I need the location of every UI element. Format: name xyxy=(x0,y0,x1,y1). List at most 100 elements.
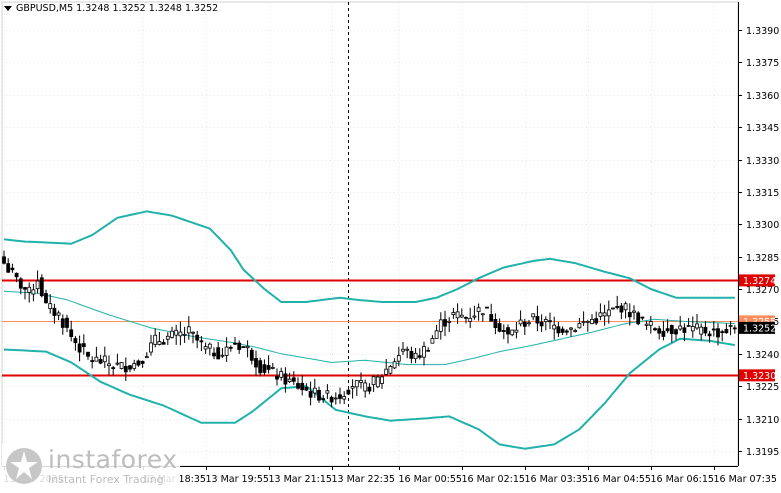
candle-bear xyxy=(548,320,552,323)
candle-bear xyxy=(266,365,271,370)
symbol-header: GBPUSD,M5 1.3248 1.3252 1.3248 1.3252 xyxy=(4,3,218,14)
candle-bull xyxy=(174,329,179,336)
candle-bear xyxy=(275,375,279,380)
candle-bear xyxy=(136,360,141,366)
candle-bull xyxy=(590,318,594,324)
candle-bull xyxy=(430,338,435,344)
candle-bear xyxy=(321,398,326,401)
candle-bear xyxy=(111,367,116,369)
logo-slogan: Instant Forex Trading xyxy=(48,473,164,486)
x-tick-label: 16 Mar 07:35 xyxy=(714,474,777,485)
candle-bear xyxy=(6,263,11,273)
candle-bear xyxy=(338,394,342,399)
candle-bull xyxy=(207,343,212,349)
instaforex-logo-icon xyxy=(6,448,42,484)
candle-bear xyxy=(535,316,540,324)
candle-bull xyxy=(312,387,317,394)
y-tick-label: 1.3195 xyxy=(746,447,779,458)
candle-bear xyxy=(501,330,506,332)
candle-bull xyxy=(220,354,225,357)
candle-bear xyxy=(716,328,720,338)
candle-bull xyxy=(380,376,384,384)
candle-bear xyxy=(283,373,288,385)
candle-bull xyxy=(363,382,368,392)
candle-bear xyxy=(409,350,414,359)
candle-bull xyxy=(606,309,611,317)
candle-bull xyxy=(102,355,107,363)
candle-bull xyxy=(224,346,229,356)
candle-bear xyxy=(77,343,82,353)
y-tick-label: 1.3210 xyxy=(746,415,779,426)
candle-bull xyxy=(434,330,439,339)
candle-bull xyxy=(598,312,603,317)
candle-bull xyxy=(149,342,153,353)
candle-bear xyxy=(329,396,334,403)
candle-bear xyxy=(493,319,498,328)
candle-bull xyxy=(678,325,683,330)
instaforex-logo: instaforex Instant Forex Trading xyxy=(2,444,180,488)
candle-bull xyxy=(350,386,355,389)
y-tick-label: 1.3375 xyxy=(746,58,779,69)
candle-bear xyxy=(346,389,351,395)
candle-bull xyxy=(632,310,636,313)
collapse-triangle-icon[interactable] xyxy=(4,6,12,11)
candle-bull xyxy=(695,323,699,329)
candle-bull xyxy=(388,366,393,374)
candle-bull xyxy=(569,327,573,330)
candle-bull xyxy=(107,363,111,367)
candle-bull xyxy=(644,323,649,326)
candle-bull xyxy=(115,362,120,365)
candle-bear xyxy=(216,347,221,360)
bollinger-upper-band xyxy=(3,210,735,303)
candle-bear xyxy=(564,330,569,333)
candle-bull xyxy=(543,319,548,322)
candle-bull xyxy=(405,348,410,351)
candle-bull xyxy=(510,329,515,336)
candle-bear xyxy=(732,327,737,330)
candle-bear xyxy=(199,340,204,343)
candle-bear xyxy=(249,349,254,361)
x-tick-label: 16 Mar 00:55 xyxy=(399,474,462,485)
level-tag-1.3274-label: 1.3274 xyxy=(743,276,776,287)
candle-bull xyxy=(170,330,174,338)
candle-bear xyxy=(539,321,544,327)
candle-bull xyxy=(48,303,53,309)
candle-bull xyxy=(203,346,208,350)
candle-bull xyxy=(157,341,162,345)
candle-bear xyxy=(18,278,23,289)
candle-bull xyxy=(472,315,477,318)
candle-bear xyxy=(703,326,708,334)
candle-bear xyxy=(317,389,321,401)
candle-bear xyxy=(506,327,510,335)
candle-bear xyxy=(497,323,502,332)
candle-bear xyxy=(665,328,670,332)
candle-bear xyxy=(707,333,712,337)
candle-bear xyxy=(627,312,632,318)
candle-bull xyxy=(480,313,485,316)
candle-bull xyxy=(413,352,418,360)
candle-bull xyxy=(182,333,187,336)
candle-bear xyxy=(73,338,78,344)
candle-bull xyxy=(153,334,158,345)
candle-bull xyxy=(699,326,704,335)
candle-bear xyxy=(86,351,90,357)
candle-bear xyxy=(262,364,267,373)
candle-bull xyxy=(392,361,397,369)
candle-bull xyxy=(527,322,531,325)
candle-bear xyxy=(464,317,468,319)
candle-bull xyxy=(245,345,250,349)
candle-bear xyxy=(556,326,561,334)
candle-bear xyxy=(140,360,145,364)
candle-bull xyxy=(611,307,615,310)
candle-bull xyxy=(690,326,695,332)
candle-bull xyxy=(531,313,536,318)
candle-bull xyxy=(270,367,275,369)
x-tick-label: 16 Mar 03:35 xyxy=(525,474,588,485)
y-tick-label: 1.3345 xyxy=(746,123,779,134)
x-tick-label: 16 Mar 04:55 xyxy=(588,474,651,485)
candle-bear xyxy=(233,342,237,345)
candle-bear xyxy=(69,329,74,337)
candle-bear xyxy=(23,287,27,290)
